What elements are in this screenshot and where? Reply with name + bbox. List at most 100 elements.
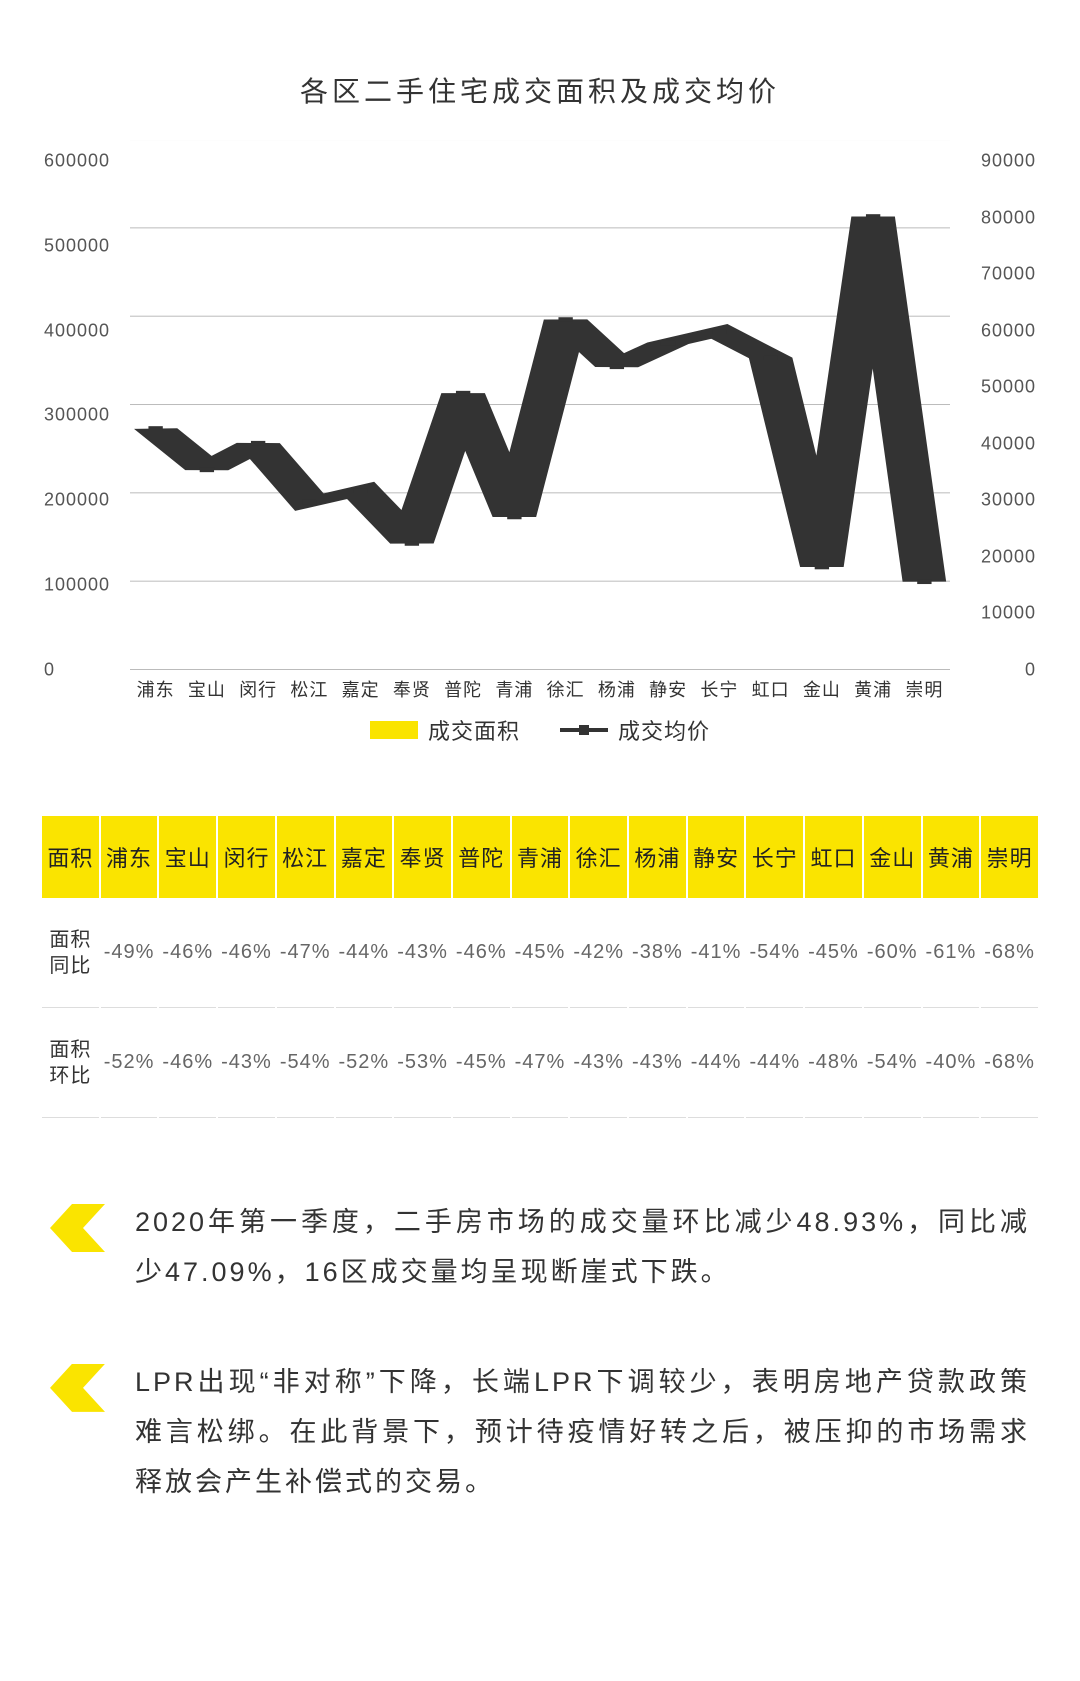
chart-title: 各区二手住宅成交面积及成交均价 [40, 70, 1040, 110]
table-cell: -43% [570, 1008, 627, 1118]
legend-item-bar: 成交面积 [370, 714, 520, 746]
right-y-axis: 0100002000030000400005000060000700008000… [950, 140, 1040, 670]
x-tick: 杨浦 [591, 676, 642, 702]
table-cell: -52% [101, 1008, 158, 1118]
bullet-text: LPR出现“非对称”下降，长端LPR下调较少，表明房地产贷款政策难言松绑。在此背… [135, 1358, 1030, 1508]
x-tick: 黄浦 [848, 676, 899, 702]
chevron-left-icon [50, 1204, 105, 1252]
table-cell: -46% [159, 898, 216, 1008]
table-cell: -40% [923, 1008, 980, 1118]
y-left-tick: 600000 [44, 151, 110, 172]
y-left-tick: 500000 [44, 235, 110, 256]
y-right-tick: 90000 [981, 151, 1036, 172]
x-tick: 浦东 [130, 676, 181, 702]
table-header-cell: 黄浦 [923, 816, 980, 898]
table-cell: -53% [394, 1008, 451, 1118]
table-header-cell: 徐汇 [570, 816, 627, 898]
table-cell: -41% [688, 898, 745, 1008]
x-tick: 闵行 [233, 676, 284, 702]
table-cell: -46% [159, 1008, 216, 1118]
y-left-tick: 300000 [44, 405, 110, 426]
legend-item-line: 成交均价 [560, 714, 710, 746]
table-cell: -44% [746, 1008, 803, 1118]
table-header-cell: 宝山 [159, 816, 216, 898]
table-cell: -49% [101, 898, 158, 1008]
x-tick: 长宁 [694, 676, 745, 702]
table-cell: -45% [453, 1008, 510, 1118]
table-header-cell: 浦东 [101, 816, 158, 898]
table-header-cell: 崇明 [981, 816, 1038, 898]
table-cell: -46% [453, 898, 510, 1008]
y-right-tick: 0 [1025, 659, 1036, 680]
x-tick: 宝山 [181, 676, 232, 702]
y-right-tick: 40000 [981, 433, 1036, 454]
x-tick: 嘉定 [335, 676, 386, 702]
table-cell: -43% [629, 1008, 686, 1118]
left-y-axis: 0100000200000300000400000500000600000 [40, 140, 130, 670]
table-row-label: 面积环比 [42, 1008, 99, 1118]
table-header-cell: 普陀 [453, 816, 510, 898]
table-cell: -44% [688, 1008, 745, 1118]
legend-bar-swatch [370, 721, 418, 739]
table-header-cell: 青浦 [512, 816, 569, 898]
table-cell: -42% [570, 898, 627, 1008]
table-cell: -48% [805, 1008, 862, 1118]
table-header-cell: 虹口 [805, 816, 862, 898]
y-right-tick: 50000 [981, 377, 1036, 398]
y-right-tick: 60000 [981, 320, 1036, 341]
chart-plot [130, 140, 950, 670]
bullet-text: 2020年第一季度，二手房市场的成交量环比减少48.93%，同比减少47.09%… [135, 1198, 1030, 1298]
x-tick: 虹口 [745, 676, 796, 702]
table-header-cell: 金山 [864, 816, 921, 898]
table-header-cell: 杨浦 [629, 816, 686, 898]
table-header-label: 面积 [42, 816, 99, 898]
table-cell: -52% [336, 1008, 393, 1118]
table-cell: -45% [805, 898, 862, 1008]
table-cell: -54% [277, 1008, 334, 1118]
y-left-tick: 400000 [44, 320, 110, 341]
table-cell: -68% [981, 898, 1038, 1008]
table-cell: -68% [981, 1008, 1038, 1118]
y-left-tick: 100000 [44, 575, 110, 596]
table-cell: -43% [394, 898, 451, 1008]
table-header-cell: 奉贤 [394, 816, 451, 898]
chart-legend: 成交面积 成交均价 [40, 714, 1040, 746]
x-tick: 徐汇 [540, 676, 591, 702]
table-header-cell: 松江 [277, 816, 334, 898]
x-tick: 金山 [796, 676, 847, 702]
x-axis: 浦东宝山闵行松江嘉定奉贤普陀青浦徐汇杨浦静安长宁虹口金山黄浦崇明 [130, 676, 950, 702]
x-tick: 静安 [643, 676, 694, 702]
y-right-tick: 10000 [981, 603, 1036, 624]
table-cell: -54% [864, 1008, 921, 1118]
table-cell: -38% [629, 898, 686, 1008]
table-cell: -60% [864, 898, 921, 1008]
legend-line-swatch [560, 728, 608, 732]
table-cell: -43% [218, 1008, 275, 1118]
bullet-item: LPR出现“非对称”下降，长端LPR下调较少，表明房地产贷款政策难言松绑。在此背… [50, 1358, 1030, 1508]
table-header-cell: 长宁 [746, 816, 803, 898]
data-table: 面积浦东宝山闵行松江嘉定奉贤普陀青浦徐汇杨浦静安长宁虹口金山黄浦崇明面积同比-4… [40, 816, 1040, 1118]
x-tick: 奉贤 [386, 676, 437, 702]
table-header-cell: 嘉定 [336, 816, 393, 898]
table-row-label: 面积同比 [42, 898, 99, 1008]
table-cell: -45% [512, 898, 569, 1008]
x-tick: 普陀 [438, 676, 489, 702]
chart-area: 0100000200000300000400000500000600000 01… [40, 140, 1040, 670]
x-tick: 松江 [284, 676, 335, 702]
y-left-tick: 200000 [44, 490, 110, 511]
x-tick: 青浦 [489, 676, 540, 702]
table-cell: -47% [277, 898, 334, 1008]
table-header-cell: 静安 [688, 816, 745, 898]
table-cell: -54% [746, 898, 803, 1008]
x-tick: 崇明 [899, 676, 950, 702]
y-right-tick: 20000 [981, 546, 1036, 567]
legend-line-label: 成交均价 [618, 714, 710, 746]
y-right-tick: 70000 [981, 264, 1036, 285]
bullet-list: 2020年第一季度，二手房市场的成交量环比减少48.93%，同比减少47.09%… [40, 1198, 1040, 1508]
bullet-item: 2020年第一季度，二手房市场的成交量环比减少48.93%，同比减少47.09%… [50, 1198, 1030, 1298]
y-left-tick: 0 [44, 659, 55, 680]
legend-bar-label: 成交面积 [428, 714, 520, 746]
table-cell: -47% [512, 1008, 569, 1118]
table-cell: -44% [336, 898, 393, 1008]
chevron-left-icon [50, 1364, 105, 1412]
